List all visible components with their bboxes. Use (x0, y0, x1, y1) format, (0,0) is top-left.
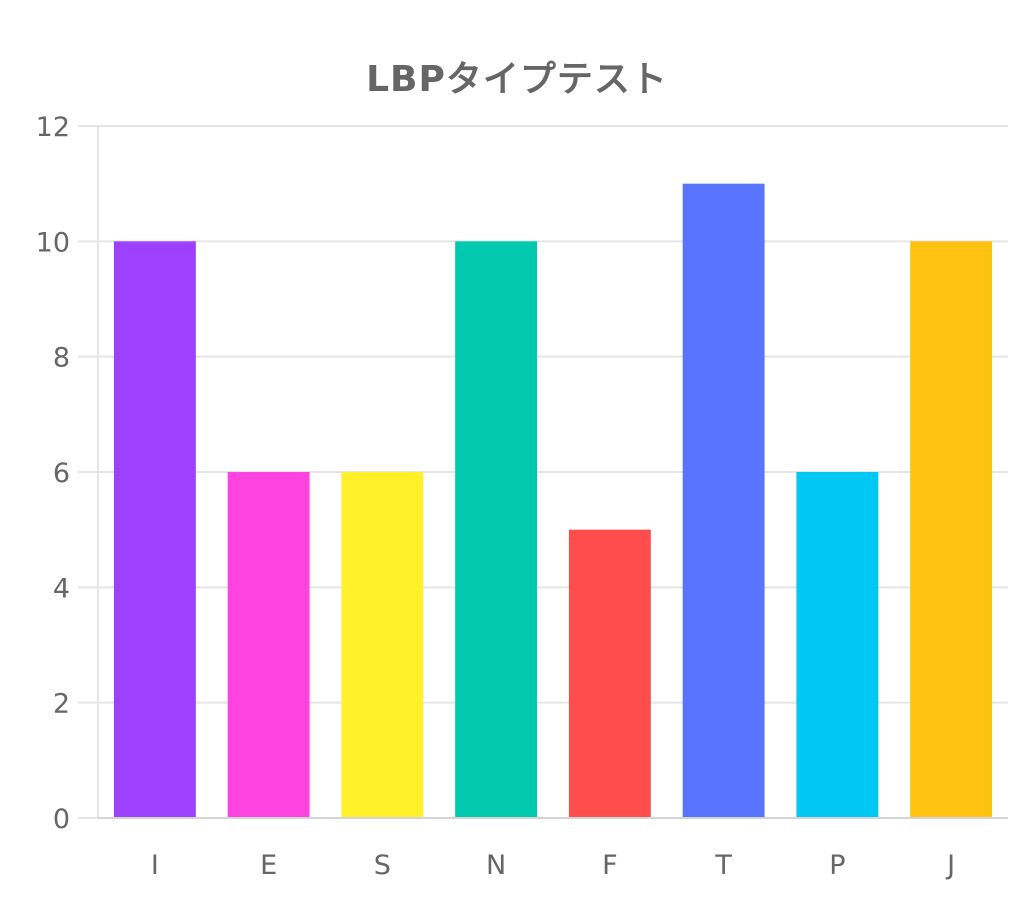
x-tick-label: S (374, 850, 391, 881)
y-tick-label: 12 (36, 112, 70, 143)
bar-E (227, 472, 310, 818)
y-tick-label: 8 (53, 343, 70, 374)
x-tick-label: F (602, 850, 618, 881)
chart-title: LBPタイプテスト (366, 59, 668, 100)
x-tick-label: E (260, 850, 277, 881)
y-tick-label: 10 (36, 227, 70, 258)
y-tick-label: 0 (53, 804, 70, 835)
x-tick-label: P (829, 850, 845, 881)
bar-F (568, 529, 651, 818)
y-tick-label: 4 (53, 573, 70, 604)
y-tick-label: 2 (53, 689, 70, 720)
bar-T (682, 183, 765, 818)
bar-P (796, 472, 879, 818)
bar-N (455, 241, 538, 819)
x-tick-label: I (151, 850, 159, 881)
x-tick-label: N (486, 850, 506, 881)
bar-I (113, 241, 196, 819)
bar-S (341, 472, 424, 818)
y-tick-label: 6 (53, 458, 70, 489)
bar-J (910, 241, 993, 819)
x-tick-label: J (945, 850, 955, 881)
x-tick-label: T (714, 850, 732, 881)
